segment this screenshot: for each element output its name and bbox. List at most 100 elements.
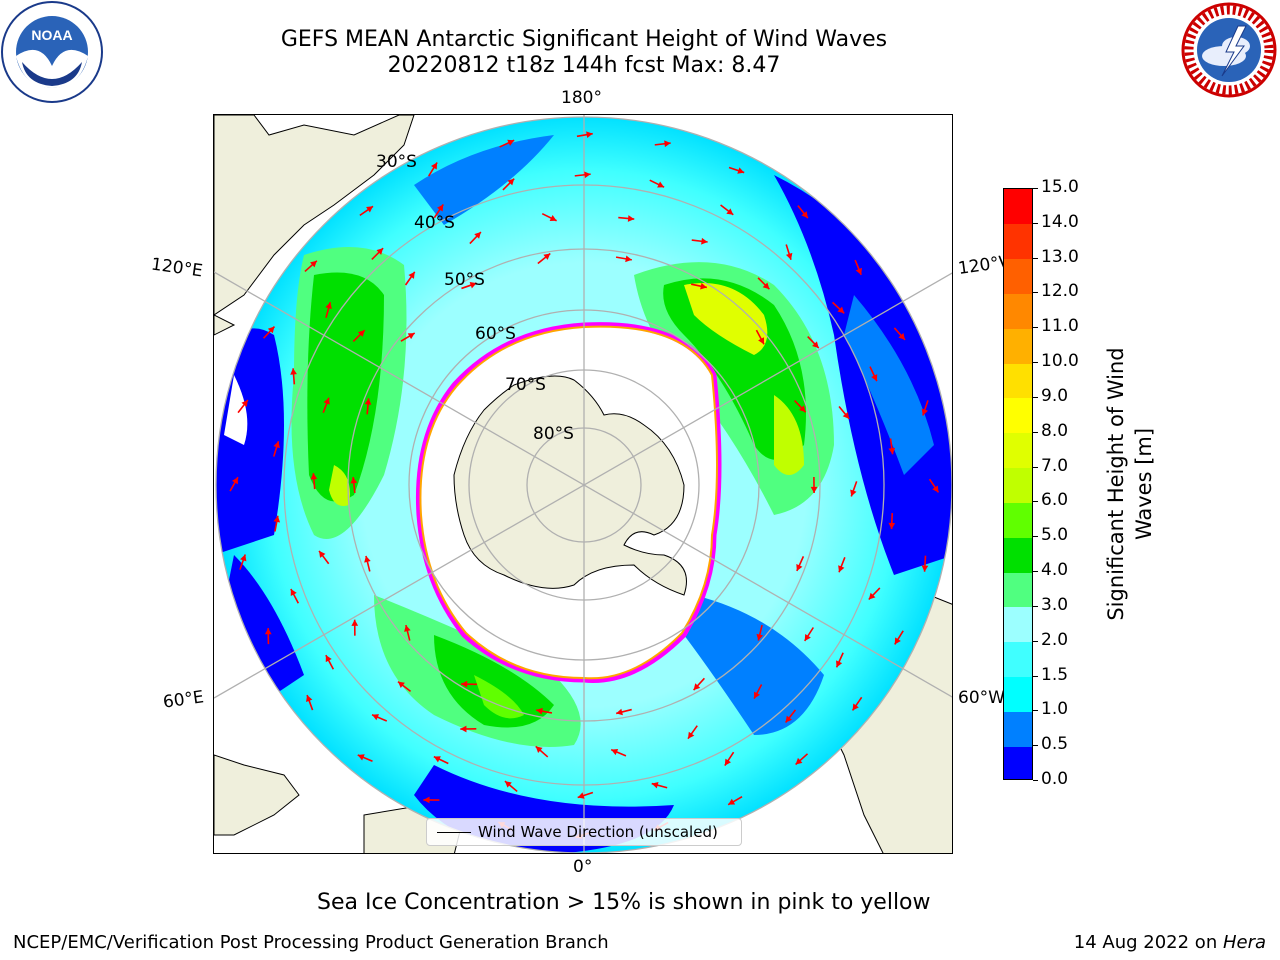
wind-arrow [795,753,809,766]
wind-arrow [838,405,850,420]
lon-label-120e: 120°E [149,254,204,282]
wind-arrow [724,751,735,767]
colorbar-tick-mark [1033,605,1038,607]
colorbar-tick-label: 8.0 [1041,420,1069,441]
colorbar-tick-label: 5.0 [1041,525,1069,546]
colorbar-label-line1: Significant Height of Wind [1104,347,1128,621]
colorbar-segment [1004,676,1032,712]
svg-text:NOAA: NOAA [31,27,72,43]
colorbar-tick-label: 12.0 [1041,281,1079,302]
wind-arrow [835,652,844,668]
colorbar-tick-mark [1033,501,1038,503]
wind-arrow [264,628,272,645]
wind-arrow [504,780,518,793]
wind-arrow [352,329,366,342]
colorbar-tick-label: 7.0 [1041,455,1069,476]
wind-arrow [576,131,593,138]
wind-arrow [784,709,797,723]
colorbar-label: Significant Height of Wind Waves [m] [1102,347,1158,620]
wind-arrow [537,252,551,265]
wind-arrow [807,335,820,349]
wind-arrow [350,476,358,494]
wind-arrow [610,748,627,757]
wind-arrow [615,255,632,263]
wind-arrow [535,745,549,758]
colorbar-tick-mark [1033,327,1038,329]
wind-arrow [433,204,444,219]
wind-arrow [838,557,846,573]
lat-label: 60°S [475,324,516,344]
wind-arrow [404,624,411,641]
wind-arrow [921,555,929,572]
colorbar-tick-label: 1.0 [1041,699,1069,720]
wind-arrows [229,131,940,839]
wind-arrow [290,588,300,604]
wind-arrow [693,677,705,691]
high-wave-regions [291,247,834,747]
lat-label: 70°S [505,375,546,395]
wind-arrow [502,178,515,191]
wind-arrow [928,478,940,493]
wind-arrow [577,791,594,799]
colorbar-tick-label: 0.0 [1041,769,1069,789]
wind-arrow [272,441,280,457]
wind-arrow [753,684,763,700]
wind-arrow [755,329,765,345]
sea-ice-note: Sea Ice Concentration > 15% is shown in … [317,890,931,915]
wind-arrow [757,277,770,290]
wind-arrow [797,205,809,219]
wind-arrow [364,555,371,572]
colorbar-tick-mark [1033,362,1038,364]
colorbar-tick-mark [1033,257,1038,259]
wind-arrow [460,725,477,733]
wind-arrow [888,513,896,530]
wind-arrow [229,476,239,492]
colorbar-tick-mark [1033,780,1038,781]
chart-title: GEFS MEAN Antarctic Significant Height o… [280,27,888,52]
polar-map [213,114,953,854]
wind-arrow [574,171,591,179]
colorbar-segment [1004,293,1032,329]
wind-arrow [239,554,247,570]
colorbar-tick-mark [1033,222,1038,224]
colorbar-tick-mark [1033,536,1038,538]
colorbar-tick-mark [1033,640,1038,642]
wind-arrow [325,302,332,318]
lon-label-60w: 60°W [958,688,1005,708]
wind-arrow [469,231,482,245]
wind-arrow [397,680,412,693]
wind-arrow [461,282,477,290]
colorbar-segment [1004,223,1032,260]
wind-arrow [651,781,668,789]
wind-arrow [273,515,281,532]
wind-arrow [756,624,764,641]
wind-arrow [433,755,449,765]
wind-arrow [404,271,416,286]
wind-arrow [364,398,372,415]
colorbar-tick-mark [1033,571,1038,573]
wind-arrow [359,205,374,217]
colorbar-segment [1004,189,1032,225]
wind-arrow [794,399,807,413]
footer-date-text: 14 Aug 2022 on [1073,932,1223,953]
wind-arrow [687,725,698,740]
graticule [214,115,952,853]
colorbar-segment [1004,537,1032,573]
wind-arrow [832,301,845,314]
colorbar-tick-label: 11.0 [1041,316,1079,337]
wind-arrow [850,481,858,497]
wind-arrow [851,696,863,711]
footer-date: 14 Aug 2022 on Hera [1074,932,1266,953]
wind-arrow [371,247,384,261]
wind-arrow [322,397,330,413]
colorbar-tick-mark [1033,675,1038,677]
wind-arrow [351,619,359,636]
chart-subtitle: 20220812 t18z 144h fcst Max: 8.47 [387,53,781,78]
wind-arrow [499,139,515,148]
colorbar-tick-label: 3.0 [1041,594,1069,615]
colorbar-tick-label: 6.0 [1041,490,1069,511]
wind-arrow [888,438,896,455]
colorbar-tick-label: 9.0 [1041,385,1069,406]
wind-arrow [720,204,734,216]
colorbar-tick-mark [1033,745,1038,747]
